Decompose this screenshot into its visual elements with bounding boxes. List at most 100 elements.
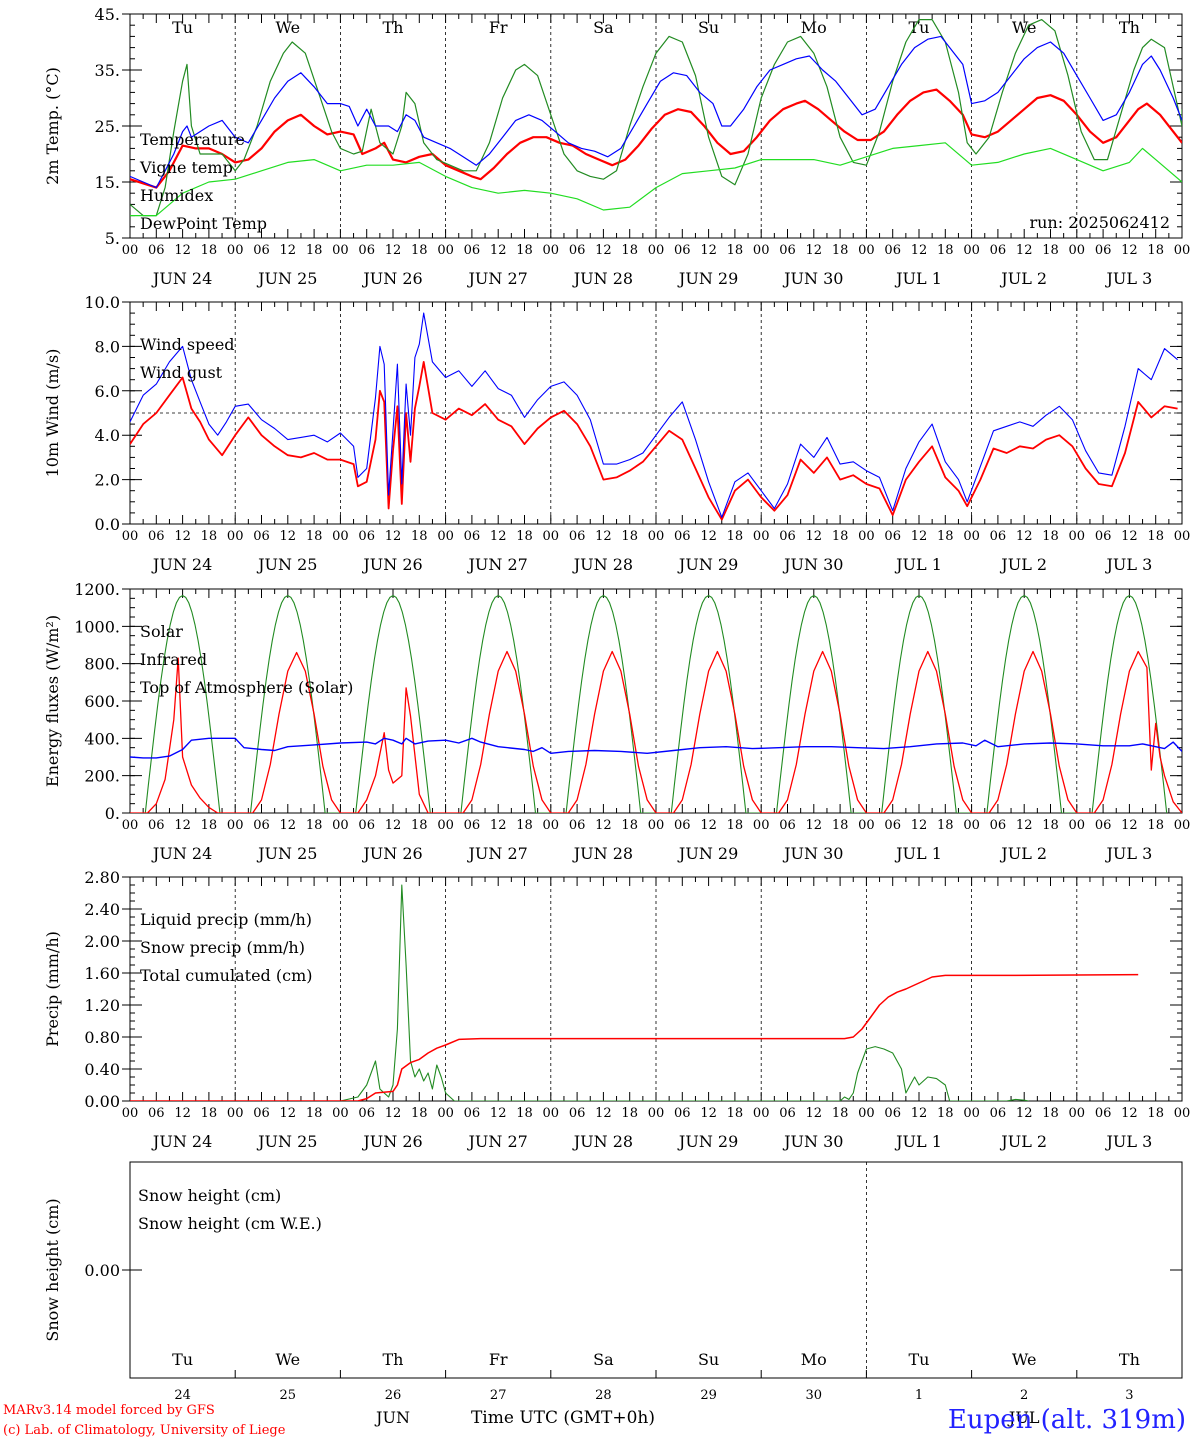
station-label: Eupen (alt. 319m) <box>948 1405 1186 1435</box>
precip-y-tick-label: 2.00 <box>84 932 120 951</box>
weekday-label: Tu <box>909 18 930 37</box>
temperature-hour-label: 18 <box>1147 243 1164 258</box>
precip-hour-label: 00 <box>332 1106 349 1121</box>
credit-line-1: MARv3.14 model forced by GFS <box>3 1403 215 1418</box>
wind-hour-label: 06 <box>779 529 796 544</box>
temperature-hour-label: 18 <box>621 243 638 258</box>
wind-series-wind-gust <box>130 312 1178 518</box>
precip-hour-label: 00 <box>648 1106 665 1121</box>
precip-date-label: JUN 30 <box>782 1132 843 1151</box>
precip-hour-label: 18 <box>727 1106 744 1121</box>
temperature-hour-label: 12 <box>911 243 928 258</box>
wind-date-label: JUN 25 <box>256 555 317 574</box>
energy-hour-label: 00 <box>1174 818 1191 833</box>
snow-weekday-label: Th <box>1119 1350 1140 1369</box>
snow-y-tick-label: 0.00 <box>84 1261 120 1280</box>
precip-hour-label: 18 <box>1147 1106 1164 1121</box>
energy-hour-label: 06 <box>1095 818 1112 833</box>
energy-hour-label: 12 <box>490 818 507 833</box>
precip-legend-entry: Total cumulated (cm) <box>140 966 312 985</box>
precip-y-tick-label: 0.00 <box>84 1092 120 1111</box>
energy-hour-label: 12 <box>174 818 191 833</box>
precip-hour-label: 18 <box>411 1106 428 1121</box>
temperature-series-vigne-temp <box>130 19 1182 217</box>
wind-date-label: JUN 28 <box>572 555 633 574</box>
temperature-y-tick-label: 25. <box>95 117 120 136</box>
wind-date-label: JUN 24 <box>151 555 212 574</box>
snow-weekday-label: Fr <box>489 1350 508 1369</box>
energy-hour-label: 12 <box>806 818 823 833</box>
temperature-date-label: JUN 24 <box>151 269 212 288</box>
wind-legend-entry: Wind gust <box>140 363 223 382</box>
precip-hour-label: 12 <box>1121 1106 1138 1121</box>
precip-hour-label: 06 <box>253 1106 270 1121</box>
precip-legend-entry: Snow precip (mm/h) <box>140 938 305 957</box>
wind-hour-label: 12 <box>280 529 297 544</box>
wind-hour-label: 12 <box>911 529 928 544</box>
energy-hour-label: 00 <box>858 818 875 833</box>
energy-hour-label: 00 <box>543 818 560 833</box>
snow-weekday-label: Tu <box>172 1350 193 1369</box>
temperature-y-tick-label: 35. <box>95 61 120 80</box>
precip-date-label: JUL 3 <box>1105 1132 1153 1151</box>
precip-y-tick-label: 1.60 <box>84 964 120 983</box>
precip-legend-entry: Liquid precip (mm/h) <box>140 910 312 929</box>
energy-hour-label: 00 <box>753 818 770 833</box>
weekday-label: Su <box>698 18 719 37</box>
energy-hour-label: 00 <box>437 818 454 833</box>
temperature-panel: 5. 15. 25. 35. 45. 2m Temp. (°C) 00 06 12 18 JUN 2… <box>43 5 1190 288</box>
wind-hour-label: 12 <box>490 529 507 544</box>
temperature-date-label: JUN 28 <box>572 269 633 288</box>
precip-hour-label: 06 <box>990 1106 1007 1121</box>
bottom-day-number: 28 <box>595 1388 612 1403</box>
energy-hour-label: 12 <box>280 818 297 833</box>
energy-hour-label: 18 <box>727 818 744 833</box>
temperature-y-tick-label: 45. <box>95 5 120 24</box>
weekday-label: We <box>275 18 300 37</box>
temperature-hour-label: 18 <box>411 243 428 258</box>
temperature-y-tick-label: 5. <box>105 229 120 248</box>
energy-y-tick-label: 1000. <box>74 617 120 636</box>
energy-hour-label: 00 <box>1069 818 1086 833</box>
temperature-hour-label: 06 <box>674 243 691 258</box>
energy-hour-label: 06 <box>148 818 165 833</box>
precip-series-total-cumulated-cm <box>130 973 1139 1101</box>
temperature-hour-label: 06 <box>464 243 481 258</box>
temperature-hour-label: 12 <box>1121 243 1138 258</box>
snow-weekday-label: Sa <box>593 1350 614 1369</box>
precip-date-label: JUL 1 <box>894 1132 942 1151</box>
energy-hour-label: 06 <box>884 818 901 833</box>
temperature-hour-label: 12 <box>806 243 823 258</box>
wind-hour-label: 06 <box>464 529 481 544</box>
temperature-legend-entry: Vigne temp <box>139 158 233 177</box>
wind-y-tick-label: 6.0 <box>95 382 120 401</box>
precip-hour-label: 06 <box>779 1106 796 1121</box>
snow-weekday-label: Su <box>698 1350 719 1369</box>
precip-hour-label: 18 <box>306 1106 323 1121</box>
precip-hour-label: 06 <box>1095 1106 1112 1121</box>
wind-date-label: JUN 26 <box>361 555 422 574</box>
energy-hour-label: 18 <box>832 818 849 833</box>
temperature-hour-label: 00 <box>122 243 139 258</box>
wind-hour-label: 06 <box>253 529 270 544</box>
energy-hour-label: 06 <box>464 818 481 833</box>
bottom-day-number: 3 <box>1125 1388 1133 1403</box>
precip-date-label: JUN 25 <box>256 1132 317 1151</box>
weekday-label: Fr <box>489 18 508 37</box>
temperature-date-label: JUN 30 <box>782 269 843 288</box>
precip-date-label: JUN 24 <box>151 1132 212 1151</box>
energy-y-tick-label: 800. <box>84 655 120 674</box>
precip-hour-label: 18 <box>516 1106 533 1121</box>
temperature-hour-label: 18 <box>201 243 218 258</box>
precip-hour-label: 00 <box>1174 1106 1191 1121</box>
energy-hour-label: 06 <box>779 818 796 833</box>
wind-y-tick-label: 4.0 <box>95 426 120 445</box>
temperature-date-label: JUN 25 <box>256 269 317 288</box>
temperature-hour-label: 12 <box>595 243 612 258</box>
precip-hour-label: 00 <box>858 1106 875 1121</box>
wind-hour-label: 00 <box>753 529 770 544</box>
precip-y-tick-label: 0.40 <box>84 1060 120 1079</box>
energy-date-label: JUL 3 <box>1105 844 1153 863</box>
bottom-day-number: 30 <box>806 1388 823 1403</box>
precip-hour-label: 12 <box>1016 1106 1033 1121</box>
